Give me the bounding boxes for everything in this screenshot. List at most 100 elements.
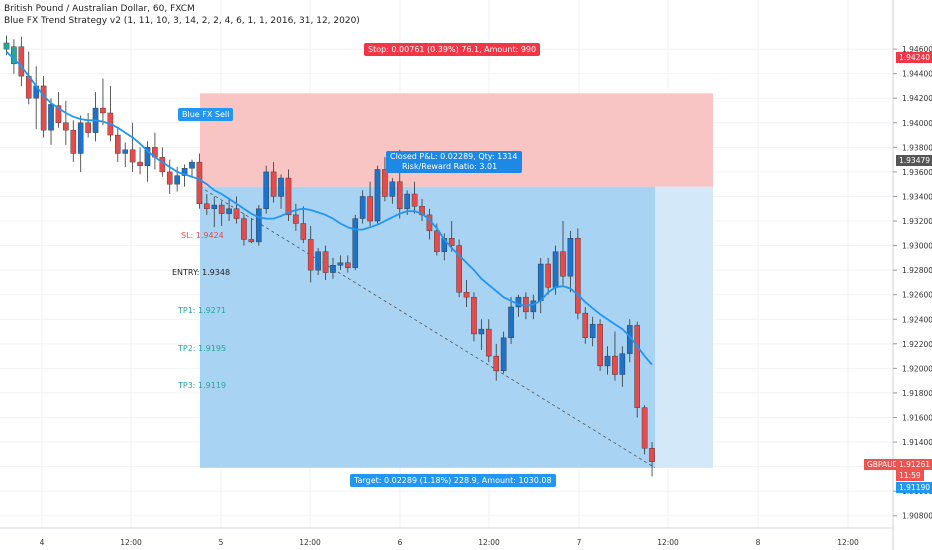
candle-body [374,169,381,222]
y-tick-label: 1.93000 [902,242,932,251]
candle-body [226,208,232,214]
candle-body [18,46,25,77]
candle-body [582,312,589,338]
candle-body [575,238,581,314]
target-price-tag: 1.91190 [896,482,932,493]
candle-body [515,296,522,308]
price-axis-bg [893,0,932,550]
y-tick-label: 1.93200 [902,217,932,226]
candle-body [85,122,91,133]
candle-body [70,129,77,154]
candle-body [315,251,321,271]
entry-label: ENTRY: 1.9348 [172,268,231,277]
y-tick-label: 1.94200 [902,94,932,103]
symbol-title: British Pound / Australian Dollar, 60, F… [4,4,195,14]
pnl-line-1: Closed P&L: 0.02289, Qty: 1314 [390,152,518,161]
y-tick-label: 1.93400 [902,192,932,201]
candle-body [537,263,544,302]
candle-body [508,306,514,338]
candle-body [352,218,359,268]
candle-body [159,156,166,173]
candle-body [330,265,336,273]
x-tick-label: 12:00 [299,538,321,547]
candle-body [634,325,640,408]
candle-body [100,107,106,114]
y-tick-label: 1.92200 [902,340,932,349]
candle-body [218,204,225,214]
candle-body [567,238,574,277]
x-tick-label: 7 [577,538,582,547]
last-price-tag: 1.91261 [896,459,932,470]
candle-body [196,161,203,205]
candle-body [322,251,329,273]
tp3-label: TP3: 1.9119 [178,381,227,390]
target-info-tag: Target: 0.02289 (1.18%) 228.9, Amount: 1… [350,474,556,487]
candle-body [137,161,143,166]
candle-body [211,204,218,209]
candle-body [144,147,151,166]
candle-body [493,355,500,372]
stop-info-tag: Stop: 0.00761 (0.39%) 76.1, Amount: 990 [364,43,541,56]
candle-body [552,251,559,288]
candle-body [233,208,240,219]
candle-body [307,239,314,271]
x-tick-label: 8 [756,538,761,547]
y-tick-label: 1.92800 [902,266,932,275]
countdown-tag: 11:59 [896,470,924,481]
y-tick-label: 1.91800 [902,389,932,398]
x-tick-label: 12:00 [120,538,142,547]
candle-body [649,447,655,462]
candle-body [448,238,455,246]
candle-body [129,149,136,163]
candle-body [434,230,440,252]
tp2-label: TP2: 1.9195 [178,344,227,353]
entry-price-tag: 1.93479 [896,155,932,166]
y-tick-label: 1.92000 [902,364,932,373]
y-tick-label: 1.92400 [902,315,932,324]
y-tick-label: 1.93800 [902,143,932,152]
time-axis[interactable]: 4 12:00 5 12:00 6 12:00 7 12:00 8 12:00 [0,527,893,547]
candle-body [478,328,485,335]
y-tick-label: 1.94400 [902,70,932,79]
candle-body [40,85,47,131]
tp1-label: TP1: 1.9271 [178,306,227,315]
candle-body [122,149,129,154]
x-tick-label: 5 [219,538,224,547]
y-tick-label: 1.91400 [902,438,932,447]
trade-path-line [199,186,656,469]
candle-body [560,251,566,277]
candle-body [114,134,121,154]
candle-body [456,245,462,293]
take-profit-zone-extension [655,186,713,468]
candle-body [471,296,477,335]
x-tick-label: 12:00 [837,538,859,547]
y-tick-label: 1.94000 [902,119,932,128]
price-axis[interactable]: 1.94600 1.94400 1.94200 1.94000 1.93800 1.936… [892,0,932,550]
candle-body [597,323,603,367]
y-tick-label: 1.92600 [902,291,932,300]
stop-price-tag: 1.94240 [896,52,932,63]
candle-body [248,239,255,243]
candle-body [189,161,195,169]
candle-body [255,208,262,243]
candle-body [619,353,626,375]
candle-body [641,407,648,449]
signal-label: Blue FX Sell [178,108,234,121]
candle-body [389,181,396,197]
y-tick-label: 1.91600 [902,413,932,422]
candle-body [589,323,596,338]
pnl-info-tag: Closed P&L: 0.02289, Qty: 1314 Risk/Rewa… [386,151,522,173]
candle-body [419,206,425,216]
candle-body [263,171,270,209]
y-tick-label: 1.90800 [902,512,932,521]
candle-body [604,355,611,367]
candle-body [411,193,418,207]
candle-body [241,218,247,240]
x-tick-label: 4 [40,538,45,547]
candle-body [270,171,277,197]
candle-body [285,177,292,216]
candle-body [63,122,69,131]
candle-body [530,300,537,313]
candle-body [359,196,366,219]
